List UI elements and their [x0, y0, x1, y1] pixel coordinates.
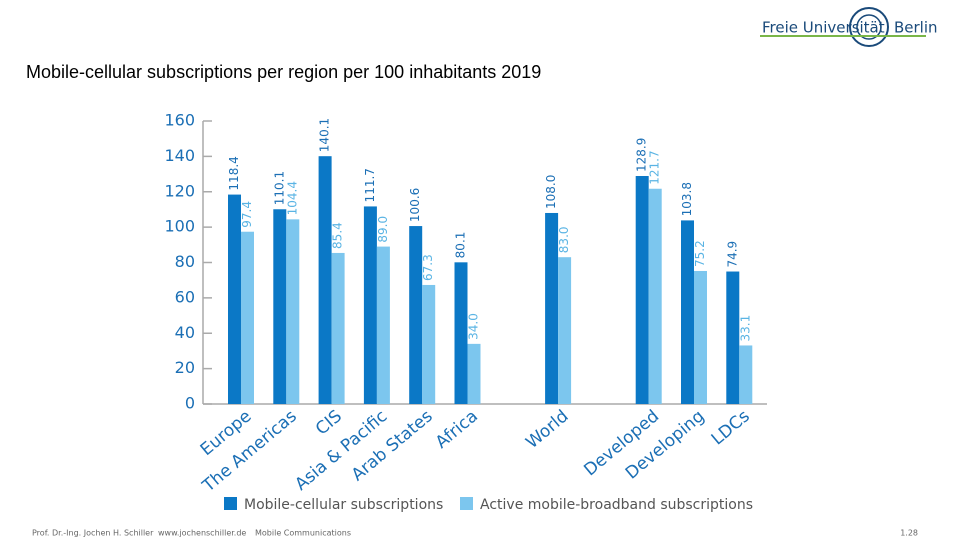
value-label: 121.7	[648, 150, 662, 184]
bar	[273, 209, 287, 404]
value-label: 108.0	[544, 175, 558, 209]
bar	[363, 206, 377, 404]
logo-seal	[849, 7, 889, 47]
value-label: 80.1	[454, 232, 468, 259]
bar	[648, 188, 662, 404]
bar	[739, 345, 753, 404]
value-label: 111.7	[363, 168, 377, 202]
bar	[726, 271, 740, 404]
bar	[558, 257, 572, 404]
footer-author: Prof. Dr.-Ing. Jochen H. Schiller	[32, 529, 154, 538]
logo-text: Berlin	[894, 19, 938, 37]
bar	[681, 220, 694, 404]
bar	[422, 284, 436, 404]
value-label: 89.0	[376, 216, 390, 243]
value-label: 85.4	[331, 222, 345, 249]
bar	[409, 226, 423, 404]
value-label: 140.1	[318, 118, 332, 152]
value-label: 100.6	[408, 188, 422, 222]
slide-title: Mobile-cellular subscriptions per region…	[26, 62, 541, 82]
bar	[286, 219, 300, 404]
y-tick-label: 0	[185, 394, 195, 413]
legend-swatch	[460, 497, 473, 510]
value-label: 97.4	[240, 201, 254, 228]
bar	[228, 194, 241, 404]
y-tick-label: 80	[175, 252, 195, 271]
value-label: 103.8	[680, 182, 694, 216]
logo-seal	[856, 14, 882, 40]
bar	[545, 212, 559, 404]
y-tick-label: 160	[164, 111, 195, 130]
y-tick-label: 100	[164, 217, 195, 236]
bar	[241, 231, 254, 404]
value-label: 118.4	[227, 156, 241, 190]
y-tick-label: 60	[175, 287, 195, 306]
value-label: 75.2	[693, 240, 707, 267]
bar	[454, 262, 468, 404]
value-label: 83.0	[557, 226, 571, 253]
footer-page: 1.28	[900, 529, 918, 538]
value-label: 104.4	[285, 181, 299, 215]
bar	[331, 252, 345, 404]
y-tick-label: 120	[164, 181, 195, 200]
x-tick-label: CIS	[312, 406, 346, 439]
value-label: 34.0	[467, 313, 481, 340]
value-label: 110.1	[272, 171, 286, 205]
legend-swatch	[224, 497, 237, 510]
bar	[376, 246, 390, 404]
bar	[467, 343, 481, 404]
value-label: 33.1	[738, 315, 752, 342]
y-tick-label: 140	[164, 146, 195, 165]
footer-url: www.jochenschiller.de	[158, 529, 246, 538]
x-tick-label: Africa	[432, 406, 482, 452]
y-tick-label: 20	[175, 358, 195, 377]
bar	[318, 156, 332, 404]
x-tick-label: LDCs	[708, 406, 754, 449]
value-label: 74.9	[725, 241, 739, 268]
value-label: 128.9	[635, 138, 649, 172]
footer-course: Mobile Communications	[255, 529, 351, 538]
x-tick-label: World	[522, 406, 572, 453]
legend-label: Mobile-cellular subscriptions	[244, 497, 443, 513]
legend-label: Active mobile-broadband subscriptions	[480, 497, 753, 513]
y-tick-label: 40	[175, 323, 195, 342]
logo-text: Freie Universität	[762, 19, 885, 37]
bar	[635, 176, 649, 404]
bar	[694, 270, 707, 404]
value-label: 67.3	[421, 254, 435, 281]
